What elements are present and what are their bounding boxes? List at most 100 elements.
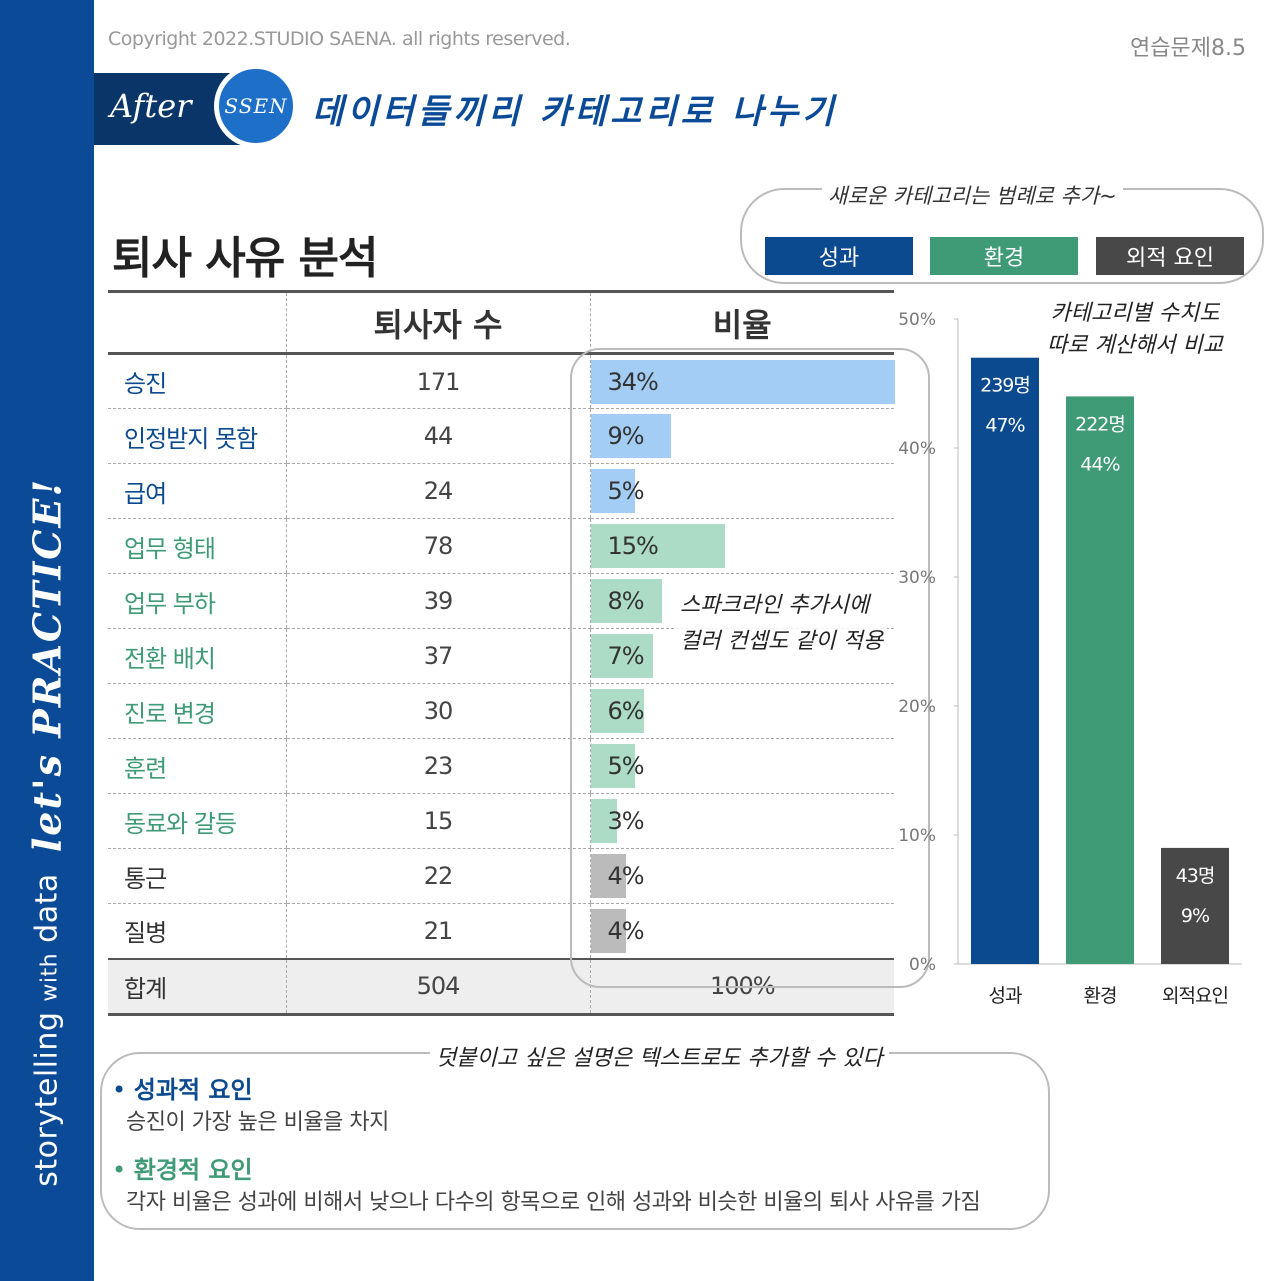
bar-value-label: 47% [985, 415, 1024, 437]
row-pct-label: 9% [607, 422, 645, 450]
legend-note: 새로운 카테고리는 범례로 추가~ [822, 180, 1123, 210]
row-name: 급여 [108, 463, 286, 519]
sparkline-bar [590, 634, 654, 678]
explanation-note: 덧붙이고 싶은 설명은 텍스트로도 추가할 수 있다 [430, 1040, 889, 1072]
row-name: 통근 [108, 848, 286, 904]
row-name: 업무 형태 [108, 518, 286, 574]
row-count: 21 [285, 903, 590, 959]
sparkline-note: 스파크라인 추가시에 컬러 컨셉도 같이 적용 [676, 588, 888, 660]
row-ratio: 5% [589, 738, 894, 794]
table-row: 훈련 23 5% [108, 738, 894, 794]
row-count: 30 [285, 683, 590, 739]
row-name: 질병 [108, 903, 286, 959]
row-pct-label: 34% [607, 368, 659, 396]
text-performance: 승진이 가장 높은 비율을 차지 [126, 1110, 389, 1135]
row-count: 39 [285, 573, 590, 629]
row-count: 78 [285, 518, 590, 574]
y-tick-label: 40% [898, 439, 936, 459]
legend-item-external: 외적 요인 [1096, 237, 1244, 275]
header-count: 퇴사자 수 [285, 290, 590, 355]
y-tick-label: 10% [898, 826, 936, 846]
row-ratio: 5% [589, 463, 894, 519]
sparkline-bar [590, 579, 663, 623]
table-row: 업무 부하 39 8% [108, 573, 894, 629]
copyright: Copyright 2022.STUDIO SAENA. all rights … [108, 28, 571, 50]
row-ratio: 34% [589, 353, 895, 409]
lets-practice-text: let's PRACTICE! [24, 477, 70, 853]
sparkline-bar [590, 909, 627, 953]
exercise-label: 연습문제8.5 [1130, 36, 1246, 61]
resignation-table: 퇴사자 수 비율 승진 171 34% 인정받지 못함 44 9% 급여 24 5% 업무 형태 7… [108, 290, 895, 1016]
table-row: 업무 형태 78 15% [108, 518, 894, 574]
row-count: 24 [285, 463, 590, 519]
row-pct-label: 5% [607, 477, 645, 505]
row-name: 전환 배치 [108, 628, 286, 684]
row-pct-label: 4% [607, 917, 645, 945]
row-ratio: 3% [589, 793, 894, 849]
y-tick-label: 30% [898, 568, 936, 588]
bar-0 [971, 357, 1039, 964]
row-ratio: 4% [589, 903, 894, 959]
row-name: 인정받지 못함 [108, 408, 286, 464]
table-row: 승진 171 34% [108, 353, 895, 409]
x-tick-label: 외적요인 [1162, 985, 1228, 1007]
row-pct-label: 7% [607, 642, 645, 670]
row-name: 동료와 갈등 [108, 793, 286, 849]
bar-2 [1161, 847, 1229, 964]
row-pct-label: 4% [607, 862, 645, 890]
x-tick-label: 환경 [1084, 985, 1117, 1007]
sparkline-highlight [570, 348, 930, 988]
table-row: 급여 24 5% [108, 463, 894, 519]
bullet-performance: • 성과적 요인 [112, 1076, 253, 1104]
row-pct-label: 5% [607, 752, 645, 780]
page-title: 퇴사 사유 분석 [112, 233, 379, 284]
table-row: 통근 22 4% [108, 848, 894, 904]
total-count: 504 [285, 957, 590, 1016]
total-name: 합계 [108, 957, 286, 1016]
category-note: 카테고리별 수치도 따로 계산해서 비교 [1047, 301, 1223, 358]
category-bar-chart: 0% 10% 20% 30% 40% 50% 239명 47% 성과 222명 44% 환경 43명 9%… [898, 310, 1242, 1007]
row-name: 업무 부하 [108, 573, 286, 629]
sparkline-bar [590, 414, 671, 458]
row-pct-label: 6% [607, 697, 645, 725]
row-name: 진로 변경 [108, 683, 286, 739]
sparkline-bar [590, 799, 618, 843]
row-count: 171 [285, 353, 590, 409]
table-row: 질병 21 4% [108, 903, 894, 959]
header-empty [108, 290, 286, 355]
header-ratio: 비율 [589, 290, 894, 355]
bar-count-label: 222명 [1075, 413, 1125, 435]
row-name: 훈련 [108, 738, 286, 794]
y-tick-label: 0% [909, 955, 936, 975]
sparkline-bar [590, 854, 627, 898]
text-environment: 각자 비율은 성과에 비해서 낮으나 다수의 항목으로 인해 성과와 비슷한 비… [126, 1190, 981, 1215]
sparkline-bar [590, 744, 636, 788]
sparkline-bar [590, 524, 725, 568]
subtitle: 데이터들끼리 카테고리로 나누기 [312, 92, 838, 132]
table-row: 인정받지 못함 44 9% [108, 408, 894, 464]
row-count: 37 [285, 628, 590, 684]
sparkline-bar [590, 469, 636, 513]
row-count: 44 [285, 408, 590, 464]
legend-item-environment: 환경 [930, 237, 1078, 275]
row-pct-label: 3% [607, 807, 645, 835]
bar-1 [1066, 396, 1134, 964]
table-row: 진로 변경 30 6% [108, 683, 894, 739]
bar-value-label: 9% [1181, 905, 1209, 927]
row-pct-label: 15% [607, 532, 659, 560]
sidebar: let's PRACTICE! storytelling with data [0, 0, 94, 1281]
after-label: After [110, 87, 192, 125]
bar-count-label: 239명 [980, 375, 1030, 397]
bullet-environment: • 환경적 요인 [112, 1156, 253, 1184]
x-tick-label: 성과 [989, 985, 1022, 1007]
sparkline-bar [590, 360, 895, 404]
ssen-badge: SSEN [214, 64, 298, 148]
legend-item-performance: 성과 [765, 237, 913, 275]
row-ratio: 15% [589, 518, 894, 574]
brand-text: storytelling with data [29, 873, 65, 1187]
bar-count-label: 43명 [1176, 865, 1215, 887]
row-name: 승진 [108, 353, 286, 409]
row-ratio: 4% [589, 848, 894, 904]
row-count: 23 [285, 738, 590, 794]
y-tick-label: 50% [898, 310, 936, 330]
